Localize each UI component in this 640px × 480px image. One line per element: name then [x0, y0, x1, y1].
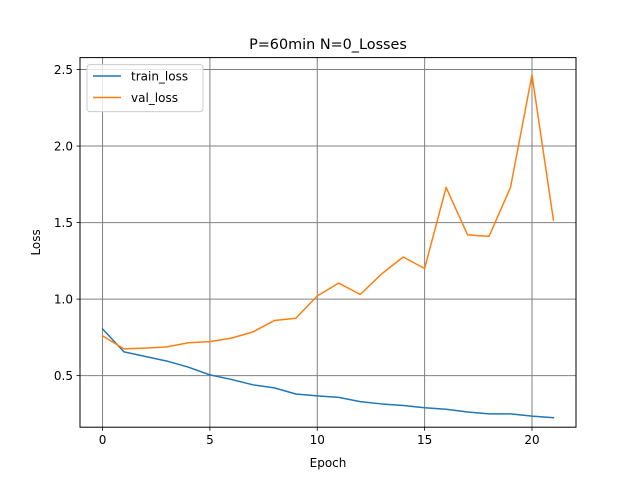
- legend-label-val-loss: val_loss: [131, 91, 178, 105]
- legend: train_loss val_loss: [86, 64, 204, 113]
- x-tick-label: 20: [524, 433, 539, 447]
- plot-frame: [79, 57, 577, 428]
- x-tick-label: 0: [99, 433, 107, 447]
- series-lines: [101, 74, 555, 419]
- x-tick-label: 15: [417, 433, 432, 447]
- x-tick-label: 10: [310, 433, 325, 447]
- y-axis-label: Loss: [29, 229, 43, 255]
- grid: [80, 57, 576, 428]
- y-tick-label: 2.5: [54, 63, 73, 77]
- y-tick-label: 1.5: [54, 216, 73, 230]
- chart-title: P=60min N=0_Losses: [249, 37, 407, 53]
- x-axis-label: Epoch: [310, 456, 347, 470]
- axis-ticks: 0 5 10 15 20 0.5 1.0 1.5 2.0 2.5: [54, 63, 540, 447]
- series-line-train-loss: [101, 327, 555, 419]
- y-tick-label: 2.0: [54, 140, 73, 154]
- x-tick-label: 5: [206, 433, 214, 447]
- y-tick-label: 1.0: [54, 293, 73, 307]
- legend-label-train-loss: train_loss: [131, 70, 188, 84]
- y-tick-label: 0.5: [54, 369, 73, 383]
- series-line-val-loss: [101, 74, 555, 350]
